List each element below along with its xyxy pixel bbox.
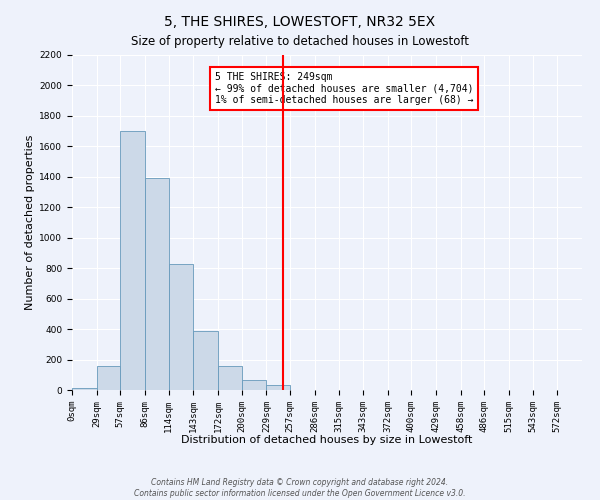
Bar <box>193 332 218 390</box>
Bar <box>121 131 145 390</box>
Bar <box>242 380 266 390</box>
Text: 5 THE SHIRES: 249sqm
← 99% of detached houses are smaller (4,704)
1% of semi-det: 5 THE SHIRES: 249sqm ← 99% of detached h… <box>215 72 473 105</box>
Text: Contains HM Land Registry data © Crown copyright and database right 2024.
Contai: Contains HM Land Registry data © Crown c… <box>134 478 466 498</box>
Bar <box>218 366 242 390</box>
Bar <box>145 178 169 390</box>
Y-axis label: Number of detached properties: Number of detached properties <box>25 135 35 310</box>
Bar <box>169 264 193 390</box>
Bar <box>97 366 121 390</box>
Bar <box>72 388 97 390</box>
X-axis label: Distribution of detached houses by size in Lowestoft: Distribution of detached houses by size … <box>181 435 473 445</box>
Bar <box>266 386 290 390</box>
Text: Size of property relative to detached houses in Lowestoft: Size of property relative to detached ho… <box>131 35 469 48</box>
Text: 5, THE SHIRES, LOWESTOFT, NR32 5EX: 5, THE SHIRES, LOWESTOFT, NR32 5EX <box>164 15 436 29</box>
